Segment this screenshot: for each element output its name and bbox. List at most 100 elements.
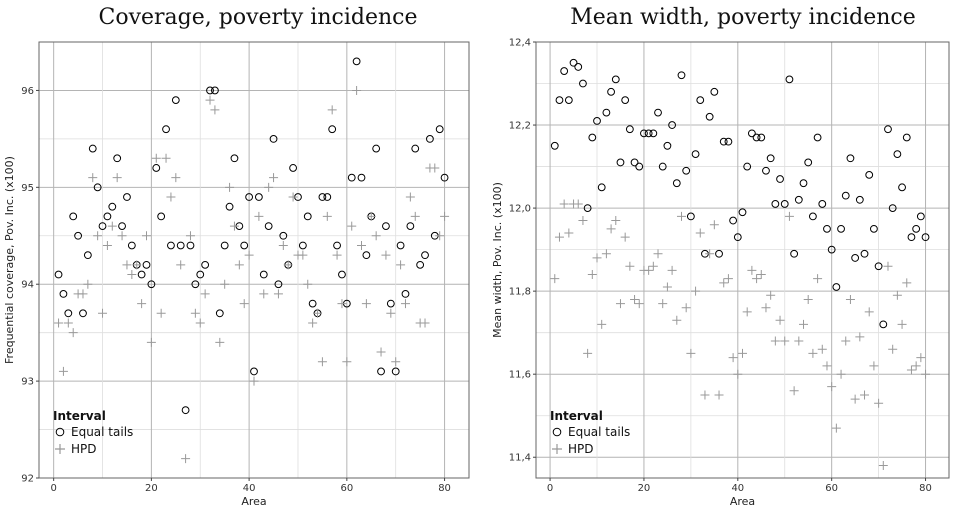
point-hpd <box>225 182 235 192</box>
point-hpd <box>850 394 860 404</box>
point-hpd <box>391 357 401 367</box>
point-equal-tails <box>401 290 410 298</box>
x-tick-label: 80 <box>919 483 932 494</box>
point-hpd <box>273 289 283 299</box>
point-hpd <box>185 231 195 241</box>
point-equal-tails <box>724 137 733 146</box>
point-equal-tails <box>318 193 327 201</box>
point-equal-tails <box>635 162 644 171</box>
point-hpd <box>733 369 743 379</box>
point-equal-tails <box>391 367 400 376</box>
point-equal-tails <box>245 193 254 201</box>
point-hpd <box>244 250 254 260</box>
point-equal-tails <box>225 202 234 211</box>
point-hpd <box>386 308 396 318</box>
point-hpd <box>803 294 813 304</box>
coverage-chart: Coverage, poverty incidence 92 93 94 95 96 0 20… <box>3 5 470 508</box>
point-equal-tails <box>921 233 930 242</box>
point-equal-tails <box>118 222 126 230</box>
point-hpd <box>855 332 865 342</box>
point-equal-tails <box>616 158 625 167</box>
point-hpd <box>559 199 569 209</box>
point-equal-tails <box>93 183 102 192</box>
point-hpd <box>630 294 640 304</box>
point-hpd <box>723 274 733 284</box>
point-equal-tails <box>682 166 691 175</box>
point-equal-tails <box>705 112 714 121</box>
point-hpd <box>742 307 752 317</box>
point-equal-tails <box>663 141 672 150</box>
point-hpd <box>93 231 103 241</box>
point-equal-tails <box>347 173 356 182</box>
point-hpd <box>200 289 210 299</box>
point-hpd <box>808 348 818 358</box>
point-hpd <box>151 153 161 163</box>
point-equal-tails <box>593 116 601 125</box>
point-hpd <box>921 369 931 379</box>
point-hpd <box>653 249 663 259</box>
point-hpd <box>239 299 249 309</box>
point-equal-tails <box>813 133 822 142</box>
point-equal-tails <box>879 320 888 329</box>
point-equal-tails <box>220 241 229 250</box>
point-equal-tails <box>74 231 82 240</box>
point-equal-tails <box>191 280 200 289</box>
point-equal-tails <box>785 75 794 84</box>
point-equal-tails <box>113 154 122 163</box>
point-hpd <box>827 382 837 392</box>
point-equal-tails <box>766 154 775 163</box>
point-equal-tails <box>435 125 444 134</box>
point-hpd <box>841 336 851 346</box>
x-tick-label: 0 <box>547 483 553 494</box>
point-equal-tails <box>215 309 224 318</box>
y-tick-label: 95 <box>21 183 34 194</box>
point-hpd <box>215 337 225 347</box>
point-hpd <box>195 318 205 328</box>
point-hpd <box>229 221 239 231</box>
point-hpd <box>615 299 625 309</box>
point-equal-tails <box>555 96 564 105</box>
point-hpd <box>587 270 597 280</box>
x-axis-label: Area <box>730 495 755 508</box>
point-hpd <box>911 361 921 371</box>
point-hpd <box>658 299 668 309</box>
point-equal-tails <box>250 367 258 376</box>
point-equal-tails <box>382 222 390 230</box>
point-equal-tails <box>274 280 283 289</box>
point-hpd <box>234 260 244 270</box>
point-hpd <box>54 318 64 328</box>
point-equal-tails <box>912 224 921 233</box>
point-hpd <box>766 290 776 300</box>
point-equal-tails <box>323 193 332 201</box>
point-equal-tails <box>157 212 166 221</box>
point-hpd <box>676 211 686 221</box>
series-hpd <box>550 199 931 471</box>
point-equal-tails <box>893 150 902 159</box>
point-equal-tails <box>352 57 361 66</box>
point-hpd <box>686 348 696 358</box>
legend: Interval Equal tails HPD <box>550 409 630 456</box>
point-equal-tails <box>98 222 107 230</box>
point-equal-tails <box>762 166 770 175</box>
point-equal-tails <box>747 129 756 138</box>
point-hpd <box>780 336 790 346</box>
point-equal-tails <box>902 133 911 142</box>
point-equal-tails <box>103 212 112 221</box>
point-equal-tails <box>729 216 738 225</box>
plot-frame <box>38 41 470 479</box>
x-tick-label: 40 <box>731 483 744 494</box>
point-hpd <box>298 250 308 260</box>
point-hpd <box>789 386 799 396</box>
point-hpd <box>308 318 318 328</box>
point-hpd <box>58 366 68 376</box>
point-equal-tails <box>186 241 195 250</box>
point-hpd <box>405 192 415 202</box>
point-hpd <box>799 319 809 329</box>
y-tick-label: 96 <box>21 86 34 97</box>
x-tick-label: 40 <box>243 483 256 494</box>
point-hpd <box>672 315 682 325</box>
point-hpd <box>648 261 658 271</box>
point-equal-tails <box>870 224 878 233</box>
point-equal-tails <box>790 249 799 258</box>
point-equal-tails <box>152 164 161 172</box>
